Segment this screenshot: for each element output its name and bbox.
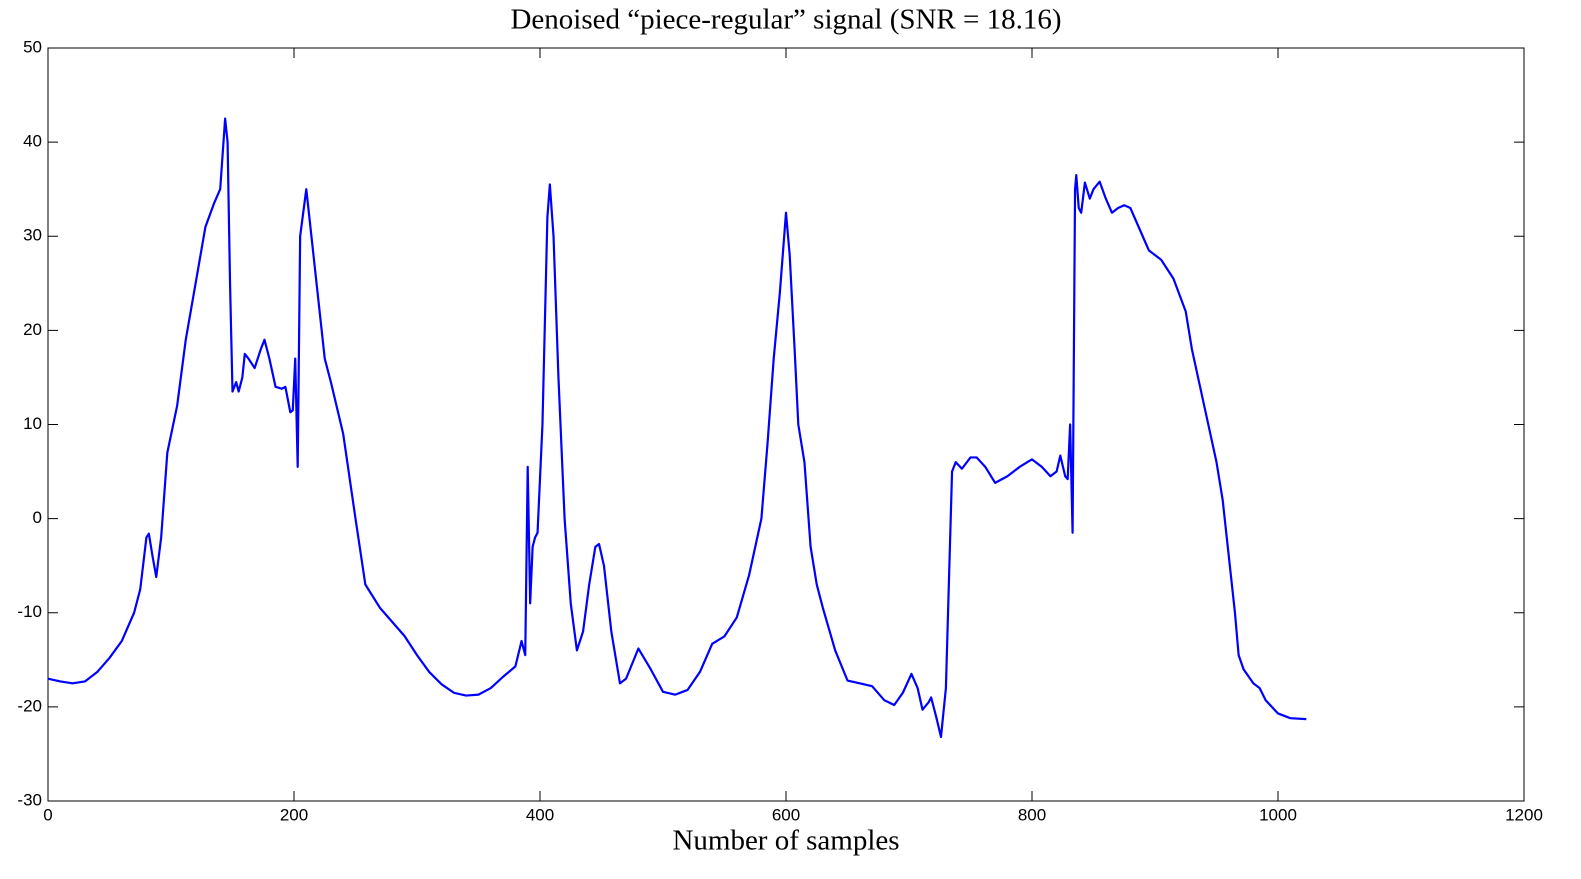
- y-tick-label: 30: [23, 226, 42, 245]
- x-tick-label: 600: [772, 805, 800, 824]
- x-axis-label: Number of samples: [672, 825, 899, 857]
- x-tick-label: 800: [1018, 805, 1046, 824]
- chart-title: Denoised “piece-regular” signal (SNR = 1…: [510, 4, 1061, 36]
- y-tick-label: 0: [33, 508, 42, 527]
- y-tick-label: -30: [17, 790, 42, 809]
- x-tick-label: 400: [526, 805, 554, 824]
- x-tick-label: 0: [43, 805, 52, 824]
- plot-frame: [47, 47, 1525, 802]
- y-tick-label: -20: [17, 696, 42, 715]
- y-tick-label: 50: [23, 37, 42, 56]
- x-tick-label: 200: [280, 805, 308, 824]
- y-tick-label: 40: [23, 132, 42, 151]
- y-tick-label: 10: [23, 414, 42, 433]
- x-tick-label: 1000: [1259, 805, 1297, 824]
- y-tick-label: -10: [17, 602, 42, 621]
- y-tick-label: 20: [23, 320, 42, 339]
- x-tick-label: 1200: [1505, 805, 1543, 824]
- signal-line: [47, 117, 1307, 739]
